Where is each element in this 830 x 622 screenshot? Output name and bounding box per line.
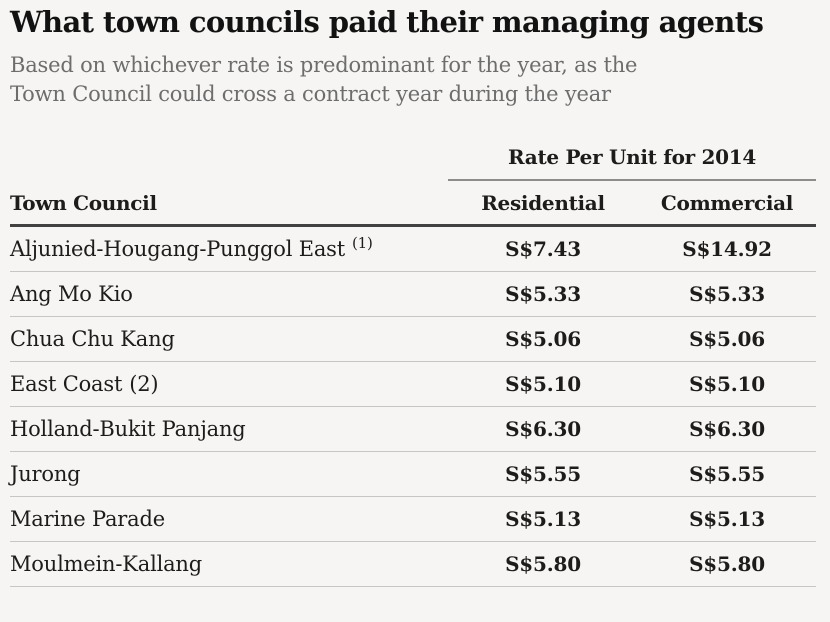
subtitle: Based on whichever rate is predominant f… [10,51,816,109]
footnote-marker: (2) [129,372,159,397]
table-row-residential-rate: S$5.33 [448,272,638,318]
table-row-council-name: Aljunied-Hougang-Punggol East (1) [10,227,448,273]
infographic: What town councils paid their managing a… [10,5,816,588]
footnote-marker: (1) [352,234,373,253]
table-row-residential-rate: S$6.30 [448,407,638,453]
table-row-council-name: Marine Parade [10,497,448,543]
subtitle-line-1: Based on whichever rate is predominant f… [10,53,638,78]
column-header-commercial: Commercial [638,181,816,228]
council-name: Aljunied-Hougang-Punggol East [10,237,345,262]
council-name: Chua Chu Kang [10,327,175,352]
column-group-header: Rate Per Unit for 2014 [448,137,816,182]
table-row-residential-rate: S$5.10 [448,362,638,408]
council-name: Ang Mo Kio [10,282,133,307]
table-row-council-name: Ang Mo Kio [10,272,448,318]
page-title: What town councils paid their managing a… [10,5,764,39]
table-row-residential-rate: S$5.80 [448,542,638,588]
council-name: Marine Parade [10,507,165,532]
subtitle-line-2: Town Council could cross a contract year… [10,82,611,107]
table-row-commercial-rate: S$6.30 [638,407,816,453]
table-row-commercial-rate: S$5.33 [638,272,816,318]
council-name: Moulmein-Kallang [10,552,202,577]
rates-table: Rate Per Unit for 2014 Town Council Resi… [10,137,816,588]
table-row-council-name: Moulmein-Kallang [10,542,448,588]
table-row-residential-rate: S$7.43 [448,227,638,273]
table-row-commercial-rate: S$5.10 [638,362,816,408]
table-row-residential-rate: S$5.06 [448,317,638,363]
table-row-commercial-rate: S$5.06 [638,317,816,363]
council-name: Jurong [10,462,81,487]
table-row-commercial-rate: S$5.13 [638,497,816,543]
table-row-residential-rate: S$5.55 [448,452,638,498]
table-row-commercial-rate: S$5.55 [638,452,816,498]
table-row-commercial-rate: S$14.92 [638,227,816,273]
table-row-residential-rate: S$5.13 [448,497,638,543]
table-row-council-name: East Coast (2) [10,362,448,408]
council-name: Holland-Bukit Panjang [10,417,246,442]
table-row-council-name: Chua Chu Kang [10,317,448,363]
table-row-council-name: Jurong [10,452,448,498]
column-header-residential: Residential [448,181,638,228]
council-name: East Coast [10,372,123,397]
column-header-town-council: Town Council [10,181,448,228]
table-row-council-name: Holland-Bukit Panjang [10,407,448,453]
table-row-commercial-rate: S$5.80 [638,542,816,588]
group-header-spacer [10,137,448,181]
